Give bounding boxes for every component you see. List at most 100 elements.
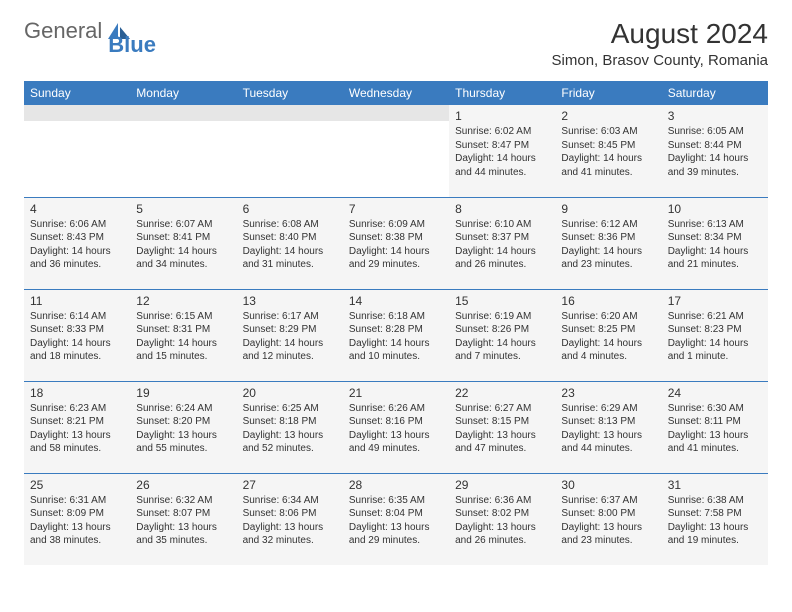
day-number: 21	[349, 386, 443, 400]
location: Simon, Brasov County, Romania	[552, 52, 768, 69]
sunrise-text: Sunrise: 6:20 AM	[561, 310, 655, 324]
daylight-text: Daylight: 14 hours and 39 minutes.	[668, 152, 762, 179]
day-header: Monday	[130, 81, 236, 105]
sunset-text: Sunset: 8:41 PM	[136, 231, 230, 245]
sunrise-text: Sunrise: 6:07 AM	[136, 218, 230, 232]
sunset-text: Sunset: 8:16 PM	[349, 415, 443, 429]
sunset-text: Sunset: 8:36 PM	[561, 231, 655, 245]
day-number: 5	[136, 202, 230, 216]
daylight-text: Daylight: 14 hours and 12 minutes.	[243, 337, 337, 364]
sunset-text: Sunset: 8:11 PM	[668, 415, 762, 429]
daylight-text: Daylight: 14 hours and 23 minutes.	[561, 245, 655, 272]
sunrise-text: Sunrise: 6:27 AM	[455, 402, 549, 416]
calendar-day-cell: 14Sunrise: 6:18 AMSunset: 8:28 PMDayligh…	[343, 289, 449, 381]
calendar-day-cell: 28Sunrise: 6:35 AMSunset: 8:04 PMDayligh…	[343, 473, 449, 565]
day-header: Sunday	[24, 81, 130, 105]
day-number: 11	[30, 294, 124, 308]
calendar-day-cell	[130, 105, 236, 197]
sunset-text: Sunset: 8:43 PM	[30, 231, 124, 245]
day-number: 2	[561, 109, 655, 123]
daylight-text: Daylight: 13 hours and 41 minutes.	[668, 429, 762, 456]
sunrise-text: Sunrise: 6:37 AM	[561, 494, 655, 508]
calendar-day-cell: 3Sunrise: 6:05 AMSunset: 8:44 PMDaylight…	[662, 105, 768, 197]
sunrise-text: Sunrise: 6:26 AM	[349, 402, 443, 416]
sunrise-text: Sunrise: 6:09 AM	[349, 218, 443, 232]
calendar-day-cell: 21 Sunrise: 6:26 AMSunset: 8:16 PMDayligh…	[343, 381, 449, 473]
day-header: Thursday	[449, 81, 555, 105]
daylight-text: Daylight: 14 hours and 44 minutes.	[455, 152, 549, 179]
calendar-day-cell: 22Sunrise: 6:27 AMSunset: 8:15 PMDayligh…	[449, 381, 555, 473]
sunrise-text: Sunrise: 6:32 AM	[136, 494, 230, 508]
sunset-text: Sunset: 8:26 PM	[455, 323, 549, 337]
day-number: 1	[455, 109, 549, 123]
sunrise-text: Sunrise: 6:02 AM	[455, 125, 549, 139]
sunset-text: Sunset: 8:31 PM	[136, 323, 230, 337]
daylight-text: Daylight: 14 hours and 18 minutes.	[30, 337, 124, 364]
day-number: 13	[243, 294, 337, 308]
daylight-text: Daylight: 14 hours and 7 minutes.	[455, 337, 549, 364]
sunset-text: Sunset: 8:21 PM	[30, 415, 124, 429]
calendar-day-cell: 23Sunrise: 6:29 AMSunset: 8:13 PMDayligh…	[555, 381, 661, 473]
calendar-day-cell: 8Sunrise: 6:10 AMSunset: 8:37 PMDaylight…	[449, 197, 555, 289]
daylight-text: Daylight: 13 hours and 52 minutes.	[243, 429, 337, 456]
calendar-day-cell: 1 Sunrise: 6:02 AMSunset: 8:47 PMDaylight…	[449, 105, 555, 197]
calendar-body: 1Sunrise: 6:02 AMSunset: 8:47 PMDaylight…	[24, 105, 768, 565]
day-number: 12	[136, 294, 230, 308]
calendar-day-cell: 20Sunrise: 6:25 AMSunset: 8:18 PMDayligh…	[237, 381, 343, 473]
header: General Blue August 2024 Simon, Brasov C…	[24, 18, 768, 69]
calendar-day-cell: 15Sunrise: 6:19 AMSunset: 8:26 PMDayligh…	[449, 289, 555, 381]
sunrise-text: Sunrise: 6:06 AM	[30, 218, 124, 232]
sunrise-text: Sunrise: 6:24 AM	[136, 402, 230, 416]
daylight-text: Daylight: 14 hours and 4 minutes.	[561, 337, 655, 364]
sunset-text: Sunset: 8:47 PM	[455, 139, 549, 153]
calendar-day-cell: 24Sunrise: 6:30 AMSunset: 8:11 PMDayligh…	[662, 381, 768, 473]
calendar-day-cell: 26 Sunrise: 6:32 AMSunset: 8:07 PMDayligh…	[130, 473, 236, 565]
day-number: 6	[243, 202, 337, 216]
sunrise-text: Sunrise: 6:12 AM	[561, 218, 655, 232]
calendar-week-row: 4Sunrise: 6:06 AMSunset: 8:43 PMDaylight…	[24, 197, 768, 289]
daylight-text: Daylight: 13 hours and 35 minutes.	[136, 521, 230, 548]
daylight-text: Daylight: 13 hours and 49 minutes.	[349, 429, 443, 456]
calendar-day-cell: 17Sunrise: 6:21 AMSunset: 8:23 PMDayligh…	[662, 289, 768, 381]
sunrise-text: Sunrise: 6:23 AM	[30, 402, 124, 416]
day-number: 20	[243, 386, 337, 400]
calendar-week-row: 11Sunrise: 6:14 AMSunset: 8:33 PMDayligh…	[24, 289, 768, 381]
sunrise-text: Sunrise: 6:36 AM	[455, 494, 549, 508]
calendar-day-cell	[237, 105, 343, 197]
daylight-text: Daylight: 14 hours and 34 minutes.	[136, 245, 230, 272]
day-number: 22	[455, 386, 549, 400]
sunset-text: Sunset: 8:06 PM	[243, 507, 337, 521]
day-number: 26	[136, 478, 230, 492]
sunrise-text: Sunrise: 6:29 AM	[561, 402, 655, 416]
day-header: Wednesday	[343, 81, 449, 105]
daylight-text: Daylight: 14 hours and 26 minutes.	[455, 245, 549, 272]
sunset-text: Sunset: 8:25 PM	[561, 323, 655, 337]
calendar-week-row: 18Sunrise: 6:23 AMSunset: 8:21 PMDayligh…	[24, 381, 768, 473]
month-title: August 2024	[552, 18, 768, 50]
daylight-text: Daylight: 13 hours and 44 minutes.	[561, 429, 655, 456]
sunrise-text: Sunrise: 6:35 AM	[349, 494, 443, 508]
calendar-day-cell: 7Sunrise: 6:09 AMSunset: 8:38 PMDaylight…	[343, 197, 449, 289]
sunrise-text: Sunrise: 6:30 AM	[668, 402, 762, 416]
sunrise-text: Sunrise: 6:15 AM	[136, 310, 230, 324]
day-number: 27	[243, 478, 337, 492]
sunrise-text: Sunrise: 6:38 AM	[668, 494, 762, 508]
daylight-text: Daylight: 14 hours and 36 minutes.	[30, 245, 124, 272]
day-number: 9	[561, 202, 655, 216]
calendar-day-cell: 29Sunrise: 6:36 AMSunset: 8:02 PMDayligh…	[449, 473, 555, 565]
sunset-text: Sunset: 8:29 PM	[243, 323, 337, 337]
calendar-day-cell	[24, 105, 130, 197]
day-number: 3	[668, 109, 762, 123]
daylight-text: Daylight: 13 hours and 32 minutes.	[243, 521, 337, 548]
calendar-table: Sunday Monday Tuesday Wednesday Thursday…	[24, 81, 768, 565]
sunrise-text: Sunrise: 6:03 AM	[561, 125, 655, 139]
calendar-day-cell: 19Sunrise: 6:24 AMSunset: 8:20 PMDayligh…	[130, 381, 236, 473]
daylight-text: Daylight: 14 hours and 10 minutes.	[349, 337, 443, 364]
empty-day-bar	[237, 105, 343, 121]
day-number: 17	[668, 294, 762, 308]
sunrise-text: Sunrise: 6:31 AM	[30, 494, 124, 508]
sunset-text: Sunset: 8:07 PM	[136, 507, 230, 521]
sunset-text: Sunset: 8:13 PM	[561, 415, 655, 429]
day-header-row: Sunday Monday Tuesday Wednesday Thursday…	[24, 81, 768, 105]
day-header: Saturday	[662, 81, 768, 105]
